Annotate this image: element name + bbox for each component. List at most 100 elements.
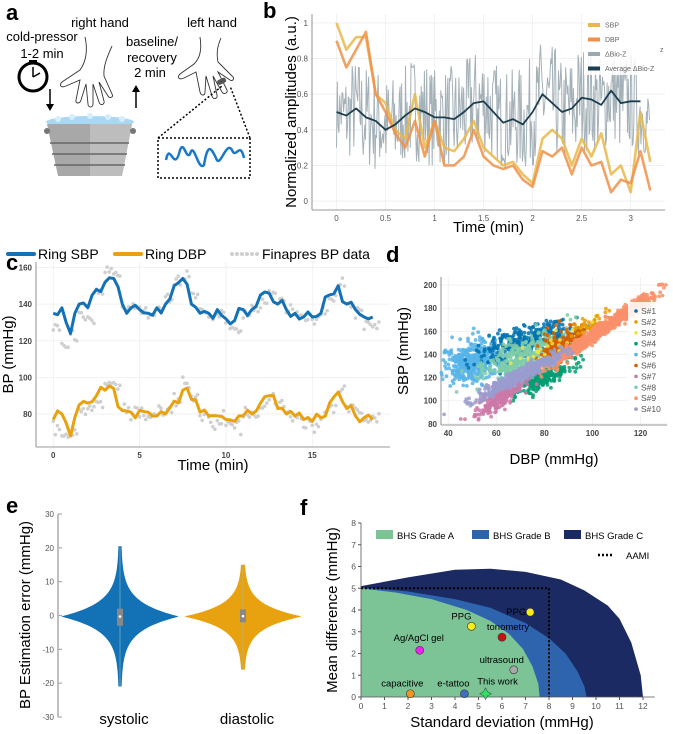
scatter-point	[474, 357, 479, 362]
scatter-point	[508, 361, 513, 366]
finapres-point	[290, 307, 295, 311]
finapres-point	[221, 310, 226, 315]
finapres-point	[57, 328, 62, 332]
scatter-point	[547, 322, 552, 327]
scatter-point	[466, 339, 470, 344]
scatter-point	[478, 364, 483, 369]
finapres-point	[224, 423, 228, 428]
scatter-point	[536, 331, 541, 336]
scatter-point	[529, 357, 533, 362]
scatter-point	[539, 374, 544, 379]
scatter-point	[532, 371, 537, 375]
legend: SBP DBP ΔBio-Z Average ΔBio-Z z	[584, 13, 666, 75]
finapres-point	[264, 301, 269, 306]
y-tick-label: 0.4	[297, 126, 309, 135]
scatter-point	[474, 348, 479, 353]
y-tick-label: 5	[351, 583, 356, 593]
legend-swatch	[250, 252, 254, 256]
category-label: diastolic	[220, 711, 275, 728]
scatter-point	[657, 294, 662, 299]
scatter-point	[584, 330, 589, 335]
scatter-point	[625, 311, 629, 316]
scatter-point	[442, 412, 446, 417]
scatter-point	[491, 400, 496, 405]
legend-marker	[634, 352, 638, 357]
finapres-point	[329, 403, 334, 407]
finapres-point	[144, 305, 148, 310]
scatter-point	[467, 346, 472, 351]
scatter-point	[475, 406, 479, 410]
x-tick-label: 3	[429, 701, 434, 711]
series-line-bioz	[336, 44, 650, 169]
scatter-point	[464, 348, 469, 352]
scatter-point	[487, 391, 492, 395]
scatter-point	[497, 385, 501, 389]
x-tick-label: 120	[634, 429, 648, 438]
finapres-point	[55, 423, 60, 428]
legend-label: BHS Grade C	[585, 531, 643, 542]
legend-label: S#9	[641, 393, 656, 403]
scatter-point	[461, 347, 465, 352]
scatter-point	[489, 358, 493, 363]
x-tick-label: 3	[628, 214, 633, 223]
scatter-point	[534, 382, 539, 387]
scatter-point	[536, 353, 541, 358]
panel-label-a: a	[6, 0, 19, 25]
scatter-point	[565, 313, 570, 317]
scatter-point	[529, 333, 534, 338]
y-tick-label: -30	[42, 713, 54, 722]
scatter-point	[588, 333, 593, 337]
finapres-point	[165, 292, 170, 297]
scatter-point	[513, 371, 517, 376]
scatter-point	[574, 362, 579, 366]
scatter-point	[554, 323, 558, 328]
scatter-point	[543, 368, 547, 373]
finapres-point	[340, 387, 345, 392]
scatter-point	[450, 379, 455, 383]
y-tick-label: 100	[424, 397, 438, 406]
scatter-point	[567, 346, 572, 351]
scatter-point	[573, 355, 578, 360]
finapres-point	[180, 375, 185, 379]
y-tick-label: 0	[304, 197, 309, 206]
scatter-point	[504, 373, 509, 377]
scatter-point	[457, 368, 461, 372]
scatter-point	[479, 354, 484, 359]
finapres-point	[92, 321, 96, 326]
scatter-point	[519, 332, 524, 336]
x-tick-label: 2.5	[576, 214, 588, 223]
finapres-point	[139, 406, 144, 410]
scatter-point	[620, 312, 624, 316]
legend-label: S#2	[641, 317, 656, 327]
legend-marker	[634, 341, 638, 346]
finapres-point	[195, 292, 200, 297]
x-axis-title: Time (min)	[177, 457, 248, 474]
scatter-point	[490, 353, 495, 357]
legend-marker	[634, 309, 638, 313]
scatter-point	[605, 324, 610, 328]
scatter-point	[602, 321, 606, 326]
recovery-label: recovery	[127, 50, 177, 65]
scatter-point	[485, 357, 490, 361]
scatter-point	[476, 417, 481, 422]
x-tick-label: 0	[334, 214, 339, 223]
finapres-point	[178, 283, 183, 287]
scatter-point	[527, 391, 532, 396]
scatter-point	[602, 326, 607, 331]
scatter-point	[525, 382, 530, 387]
scatter-point	[548, 338, 553, 342]
x-tick-label: 0	[359, 701, 364, 711]
finapres-point	[187, 274, 191, 279]
scatter-point	[472, 414, 477, 419]
finapres-point	[64, 432, 68, 436]
scatter-point	[537, 378, 542, 383]
finapres-point	[174, 403, 179, 408]
scatter-point	[500, 333, 505, 337]
y-tick-label: 1	[304, 19, 309, 28]
finapres-point	[331, 299, 336, 303]
scatter-point	[504, 398, 509, 403]
finapres-point	[325, 308, 329, 313]
scatter-point	[467, 353, 472, 358]
y-tick-label: 3	[351, 627, 356, 637]
scatter-point	[511, 376, 516, 381]
